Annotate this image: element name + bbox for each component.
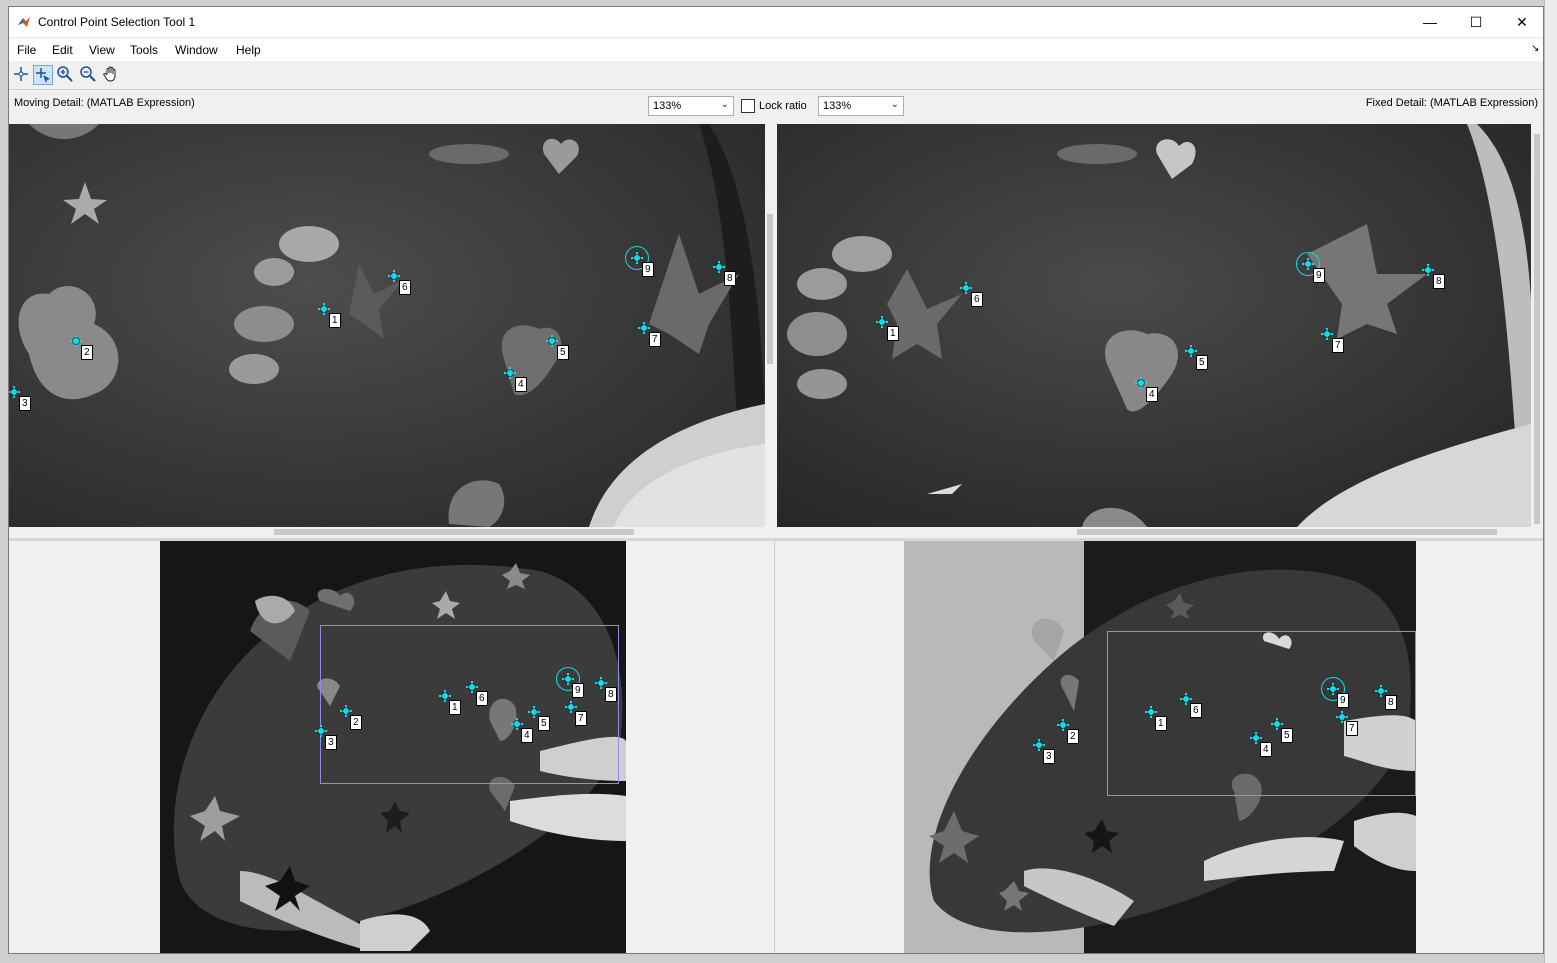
moving-detail-image: [9, 124, 765, 527]
toolbar: [9, 61, 1543, 90]
moving-detail-vscroll[interactable]: [765, 124, 775, 527]
scroll-thumb[interactable]: [274, 529, 634, 535]
moving-zoom-select[interactable]: 133% ⌄: [648, 96, 734, 116]
menu-view[interactable]: View: [89, 43, 115, 57]
fixed-detail-hscroll[interactable]: [777, 527, 1531, 537]
fixed-detail-label: Fixed Detail: (MATLAB Expression): [1365, 97, 1538, 109]
fixed-overview-pane: 1 2 3 4 5 6 7 8 9: [777, 541, 1543, 953]
moving-detail-panel[interactable]: 1 2 3 4 5 6 7 8 9: [9, 124, 765, 527]
moving-detail-label: Moving Detail: (MATLAB Expression): [14, 97, 195, 109]
fixed-overview-image: [904, 541, 1416, 953]
lock-ratio-box[interactable]: [741, 99, 755, 113]
close-button[interactable]: ✕: [1516, 13, 1528, 30]
menu-edit[interactable]: Edit: [52, 43, 73, 57]
title-bar[interactable]: Control Point Selection Tool 1 — ☐ ✕: [9, 7, 1543, 37]
chevron-down-icon: ⌄: [720, 99, 729, 110]
scroll-thumb[interactable]: [1534, 134, 1540, 524]
moving-overview-image: [160, 541, 626, 953]
menu-bar: File Edit View Tools Window Help ↘: [9, 39, 1543, 61]
menu-file[interactable]: File: [17, 43, 37, 57]
window-title: Control Point Selection Tool 1: [38, 15, 196, 29]
zoom-in-icon[interactable]: [55, 65, 75, 85]
fixed-detail-image: [777, 124, 1531, 527]
select-point-icon[interactable]: [33, 65, 53, 85]
moving-detail-roi-rectangle[interactable]: [320, 625, 619, 784]
zoom-out-icon[interactable]: [78, 65, 98, 85]
detail-info-bar: Moving Detail: (MATLAB Expression) 133% …: [9, 91, 1543, 123]
fixed-detail-vscroll[interactable]: [1531, 124, 1543, 527]
matlab-logo-icon: [18, 17, 30, 27]
pan-hand-icon[interactable]: [101, 65, 121, 85]
maximize-button[interactable]: ☐: [1469, 13, 1483, 30]
moving-overview-pane: 1 2 3 4 5 6 7 8 9: [9, 541, 775, 953]
pane-divider[interactable]: [9, 538, 1543, 541]
moving-detail-hscroll[interactable]: [9, 527, 765, 537]
chevron-down-icon: ⌄: [890, 99, 899, 110]
menu-window[interactable]: Window: [175, 43, 218, 57]
add-point-icon[interactable]: [11, 65, 31, 85]
lock-ratio-checkbox[interactable]: Lock ratio: [741, 96, 807, 116]
fixed-detail-roi-rectangle[interactable]: [1107, 631, 1416, 796]
moving-zoom-value: 133%: [653, 100, 682, 112]
scroll-thumb[interactable]: [767, 214, 773, 364]
menu-help[interactable]: Help: [236, 43, 261, 57]
menu-tools[interactable]: Tools: [130, 43, 159, 57]
fixed-zoom-select[interactable]: 133% ⌄: [818, 96, 904, 116]
minimize-button[interactable]: —: [1423, 14, 1437, 30]
fixed-zoom-value: 133%: [823, 100, 852, 112]
fixed-overview-image-frame[interactable]: 1 2 3 4 5 6 7 8 9: [904, 541, 1416, 953]
scroll-thumb[interactable]: [1077, 529, 1497, 535]
menu-dock-arrow-icon[interactable]: ↘: [1531, 43, 1540, 54]
control-point-tool-window: Control Point Selection Tool 1 — ☐ ✕ Fil…: [8, 6, 1544, 954]
fixed-detail-panel[interactable]: 1 4 5 6 7 8 9: [777, 124, 1531, 527]
moving-overview-image-frame[interactable]: 1 2 3 4 5 6 7 8 9: [160, 541, 626, 953]
lock-ratio-label: Lock ratio: [759, 100, 807, 112]
background-window-strip: [1544, 0, 1557, 963]
